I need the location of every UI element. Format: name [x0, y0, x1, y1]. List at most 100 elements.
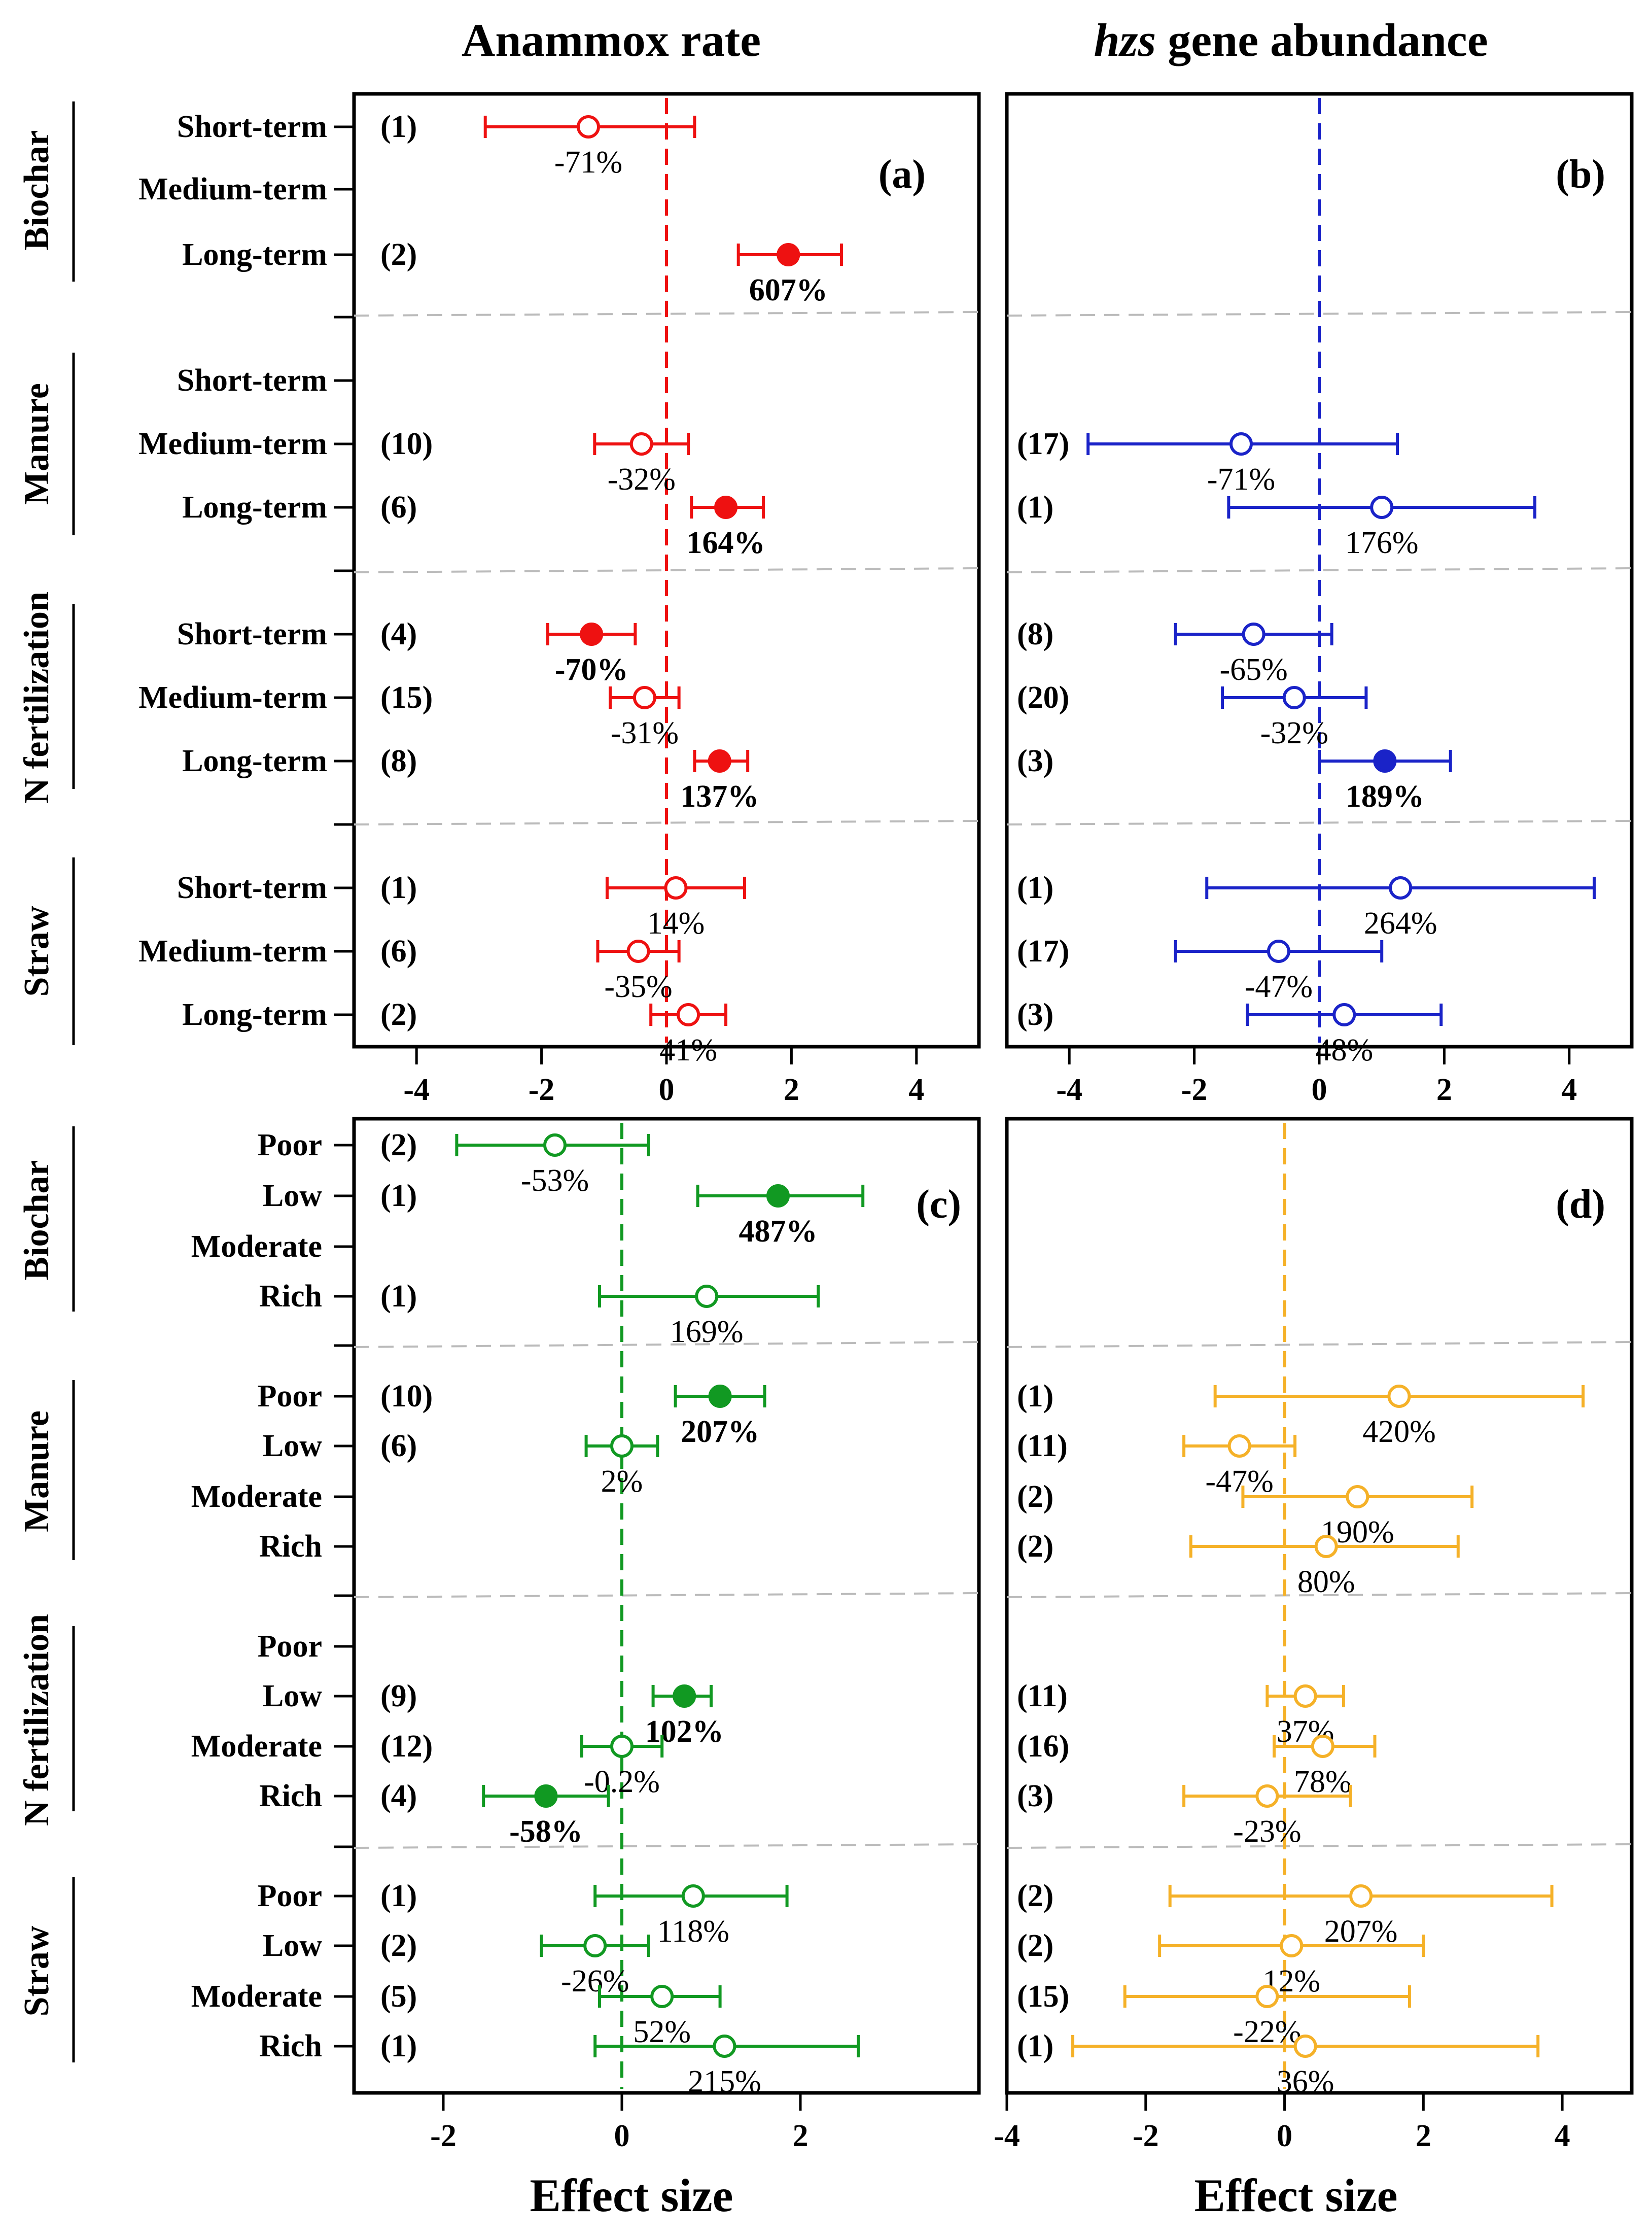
x-tick-label: -2	[1181, 1073, 1208, 1107]
effect-percent-label: 118%	[657, 1914, 729, 1949]
sample-size-label: (1)	[1017, 2029, 1053, 2063]
sample-size-label: (11)	[1017, 1429, 1068, 1463]
x-tick-label: -4	[403, 1073, 430, 1107]
nonsignificant-point	[610, 1735, 634, 1758]
effect-percent-label: 137%	[680, 779, 759, 814]
sample-size-label: (6)	[380, 934, 417, 969]
significant-point	[580, 623, 604, 646]
effect-percent-label: 48%	[1315, 1033, 1373, 1067]
sample-size-label: (4)	[380, 1779, 417, 1813]
significant-point	[708, 749, 731, 773]
group-label-nfert-bottom: N fertilization	[17, 1614, 56, 1826]
nonsignificant-point	[577, 115, 600, 139]
x-tick-label: 0	[659, 1073, 675, 1107]
row-label-nfert-medium-term: Medium-term	[138, 680, 327, 715]
nonsignificant-point	[626, 940, 650, 963]
nonsignificant-point	[1314, 1535, 1338, 1558]
x-tick-label: -4	[1056, 1073, 1082, 1107]
x-tick-label: -2	[430, 2119, 456, 2153]
sample-size-label: (1)	[380, 2029, 417, 2063]
nonsignificant-point	[1255, 1985, 1279, 2008]
effect-percent-label: -22%	[1233, 2015, 1301, 2049]
significant-point	[714, 496, 738, 519]
sample-size-label: (1)	[380, 1279, 417, 1314]
row-label-nfert-rich: Rich	[259, 1779, 322, 1813]
sample-size-label: (2)	[1017, 1479, 1053, 1514]
sample-size-label: (1)	[1017, 490, 1053, 525]
title-hzs-rest: gene abundance	[1156, 14, 1488, 66]
bottom-row-labels: Poor Low Moderate Rich Poor Low Moderate…	[191, 1128, 322, 2063]
sample-size-label: (11)	[1017, 1679, 1068, 1713]
title-hzs-italic: hzs	[1094, 14, 1156, 66]
row-label-biochar-rich: Rich	[259, 1279, 322, 1314]
effect-percent-label: 189%	[1346, 779, 1424, 814]
effect-percent-label: -32%	[1260, 716, 1328, 750]
title-anammox-rate: Anammox rate	[462, 14, 761, 66]
sample-size-label: (3)	[1017, 997, 1053, 1032]
nonsignificant-point	[677, 1003, 700, 1026]
effect-percent-label: -53%	[521, 1163, 589, 1198]
effect-percent-label: 176%	[1345, 526, 1419, 560]
group-label-biochar-top: Biochar	[17, 130, 56, 250]
effect-percent-label: -35%	[604, 970, 672, 1004]
x-tick-label: -2	[1133, 2119, 1159, 2153]
x-tick-label: 2	[1436, 1073, 1452, 1107]
row-label-straw-moderate: Moderate	[191, 1979, 322, 2014]
group-label-manure-bottom: Manure	[17, 1410, 56, 1532]
nonsignificant-point	[713, 2035, 736, 2058]
row-label-biochar-medium-term: Medium-term	[138, 172, 327, 206]
sample-size-label: (2)	[1017, 1928, 1053, 1963]
row-label-biochar-short-term: Short-term	[177, 110, 327, 144]
panel-letter-b: (b)	[1556, 152, 1605, 197]
sample-size-label: (1)	[380, 871, 417, 905]
effect-percent-label: 2%	[601, 1464, 643, 1499]
sample-size-label: (2)	[380, 997, 417, 1032]
row-label-biochar-poor: Poor	[258, 1128, 322, 1162]
row-label-straw-low: Low	[263, 1928, 322, 1963]
nonsignificant-point	[1346, 1485, 1369, 1508]
effect-percent-label: -65%	[1219, 652, 1287, 687]
sample-size-label: (12)	[380, 1729, 433, 1764]
effect-percent-label: -31%	[611, 716, 679, 750]
row-label-straw-long-term: Long-term	[182, 997, 327, 1032]
sample-size-label: (6)	[380, 490, 417, 525]
sample-size-label: (10)	[380, 427, 433, 461]
nonsignificant-point	[1227, 1434, 1251, 1458]
panel-d-frame	[1005, 1117, 1634, 2095]
x-tick-label: -4	[994, 2119, 1020, 2153]
effect-percent-label: -71%	[1207, 462, 1275, 497]
nonsignificant-point	[664, 876, 688, 900]
effect-percent-label: -26%	[561, 1964, 629, 1999]
significant-point	[766, 1184, 790, 1208]
sample-size-label: (1)	[380, 1879, 417, 1913]
nonsignificant-point	[1282, 686, 1306, 709]
panel-letter-d: (d)	[1556, 1182, 1605, 1227]
panel-c-plot: -2 0 2 (2) -53% (1) 487% (1) 169% (10) 207% (6) 2% (9…	[380, 1123, 865, 2153]
effect-percent-label: 607%	[749, 273, 828, 307]
sample-size-label: (2)	[380, 1128, 417, 1162]
nonsignificant-point	[1389, 876, 1413, 900]
effect-percent-label: -58%	[509, 1814, 583, 1849]
sample-size-label: (6)	[380, 1429, 417, 1463]
bottom-separators	[354, 1341, 1632, 1849]
sample-size-label: (17)	[1017, 934, 1069, 969]
effect-percent-label: 78%	[1294, 1765, 1352, 1799]
sample-size-label: (3)	[1017, 744, 1053, 778]
row-label-manure-moderate: Moderate	[191, 1479, 322, 1514]
effect-percent-label: -71%	[554, 145, 622, 180]
panel-a-plot: -4 -2 0 2 4 (1) -71% (2) 607% (10) -32% (6) 164% (4) -…	[380, 98, 924, 1107]
x-tick-label: 2	[784, 1073, 799, 1107]
significant-point	[708, 1385, 732, 1408]
x-tick-label: 4	[1561, 1073, 1577, 1107]
effect-percent-label: 264%	[1364, 906, 1437, 941]
sample-size-label: (1)	[1017, 1379, 1053, 1414]
significant-point	[534, 1784, 558, 1808]
group-label-nfert-top: N fertilization	[17, 592, 56, 804]
sample-size-label: (10)	[380, 1379, 433, 1414]
x-tick-label: 4	[908, 1073, 924, 1107]
sample-size-label: (3)	[1017, 1779, 1053, 1813]
effect-percent-label: 487%	[739, 1214, 818, 1249]
effect-percent-label: -32%	[608, 462, 676, 497]
sample-size-label: (17)	[1017, 427, 1069, 461]
sample-size-label: (9)	[380, 1679, 417, 1713]
